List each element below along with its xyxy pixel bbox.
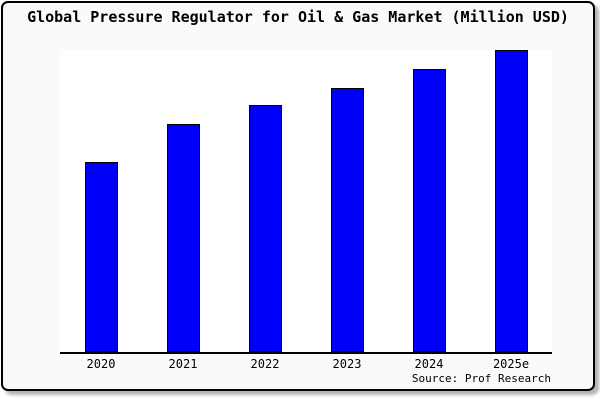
chart-title: Global Pressure Regulator for Oil & Gas …	[27, 8, 569, 26]
x-tick-2025e: 2025e	[492, 357, 530, 371]
x-tick-2024: 2024	[414, 357, 444, 371]
x-tick-2020: 2020	[86, 357, 116, 371]
bar-2024	[412, 69, 446, 352]
plot-area	[60, 50, 552, 354]
chart-card: Global Pressure Regulator for Oil & Gas …	[1, 1, 595, 391]
bar-2021	[166, 124, 200, 352]
bar-2020	[84, 162, 118, 352]
x-axis-labels: 2020 2021 2022 2023 2024 2025e	[60, 357, 552, 371]
bar-slot-2024	[388, 50, 470, 352]
bar-slot-2021	[142, 50, 224, 352]
x-tick-2021: 2021	[168, 357, 198, 371]
bar-slot-2022	[224, 50, 306, 352]
bar-slot-2025e	[470, 50, 552, 352]
bar-slot-2020	[60, 50, 142, 352]
source-text: Source: Prof Research	[411, 372, 551, 385]
x-tick-2023: 2023	[332, 357, 362, 371]
bar-2022	[248, 105, 282, 352]
bar-slot-2023	[306, 50, 388, 352]
bars-container	[60, 50, 552, 352]
bar-2025e	[494, 50, 528, 352]
x-tick-2022: 2022	[250, 357, 280, 371]
bar-2023	[330, 88, 364, 352]
